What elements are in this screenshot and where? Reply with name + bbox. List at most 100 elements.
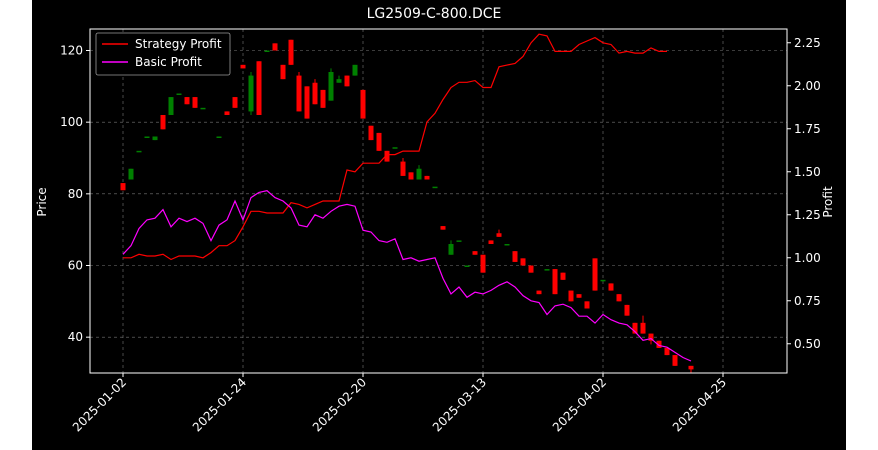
- candle-body: [416, 168, 422, 180]
- candle-body: [248, 75, 254, 112]
- candle-body: [304, 86, 310, 119]
- right-tick-label: 2.25: [794, 36, 821, 50]
- candle-body: [664, 347, 670, 356]
- candle-body: [168, 97, 174, 115]
- candle-body: [368, 125, 374, 141]
- legend-label-strategy: Strategy Profit: [135, 37, 222, 51]
- candle-body: [464, 265, 470, 267]
- candle-body: [520, 258, 526, 266]
- candle-body: [120, 183, 126, 191]
- left-axis-label: Price: [35, 187, 49, 216]
- candle-body: [224, 111, 230, 115]
- candle-body: [336, 79, 342, 83]
- candle-body: [232, 97, 238, 108]
- candle-body: [144, 136, 150, 138]
- left-tick-label: 100: [60, 115, 83, 129]
- x-tick-label: 2025-04-25: [670, 375, 729, 434]
- candle-body: [376, 132, 382, 151]
- candle-body: [576, 294, 582, 298]
- candle-body: [240, 64, 246, 69]
- candle-body: [456, 240, 462, 242]
- x-tick-label: 2025-01-02: [70, 375, 129, 434]
- candle-body: [648, 333, 654, 341]
- candle-body: [448, 244, 454, 255]
- right-tick-label: 0.50: [794, 337, 821, 351]
- candle-body: [152, 136, 158, 141]
- candle-body: [176, 93, 182, 95]
- candle-body: [392, 147, 398, 149]
- candle-body: [488, 240, 494, 244]
- right-tick-label: 0.75: [794, 294, 821, 308]
- candle-body: [424, 175, 430, 180]
- legend-label-basic: Basic Profit: [135, 55, 202, 69]
- plot-frame: [89, 28, 788, 374]
- candle-body: [128, 168, 134, 180]
- candle-body: [280, 64, 286, 80]
- candle-body: [352, 64, 358, 76]
- x-tick-label: 2025-04-02: [550, 375, 609, 434]
- candle-body: [688, 365, 694, 370]
- candle-body: [296, 75, 302, 112]
- candle-body: [568, 290, 574, 302]
- candle-body: [472, 251, 478, 255]
- candle-body: [544, 269, 550, 271]
- basic-profit-line: [122, 190, 692, 362]
- x-axis: 2025-01-02 2025-01-24 2025-02-20 2025-03-13…: [70, 373, 729, 434]
- candle-body: [272, 43, 278, 51]
- candle-body: [320, 89, 326, 108]
- candle-body: [528, 265, 534, 273]
- candle-body: [256, 61, 262, 115]
- strategy-profit-line: [123, 33, 667, 261]
- candle-body: [584, 301, 590, 309]
- candle-body: [160, 115, 166, 130]
- grid: [90, 29, 787, 373]
- chart-svg: LG2509-C-800.DCE 40 60 80 100 120 0.50 0.75 1.…: [35, 6, 835, 434]
- right-tick-label: 1.50: [794, 165, 821, 179]
- candle-body: [328, 72, 334, 101]
- left-tick-label: 40: [68, 330, 83, 344]
- candle-body: [592, 258, 598, 291]
- candle-body: [616, 294, 622, 302]
- candle-body: [656, 340, 662, 348]
- candle-body: [608, 283, 614, 291]
- candle-body: [408, 172, 414, 180]
- chart-figure: LG2509-C-800.DCE 40 60 80 100 120 0.50 0.75 1.…: [32, 0, 846, 450]
- candle-body: [200, 107, 206, 110]
- candle-body: [560, 272, 566, 280]
- right-tick-label: 2.00: [794, 79, 821, 93]
- legend: Strategy Profit Basic Profit: [95, 32, 231, 76]
- candle-body: [400, 161, 406, 176]
- candle-body: [480, 254, 486, 273]
- candle-body: [640, 322, 646, 334]
- candle-body: [672, 355, 678, 366]
- candle-body: [136, 150, 142, 153]
- candle-body: [264, 50, 270, 52]
- candle-body: [632, 322, 638, 334]
- candle-body: [432, 186, 438, 189]
- candle-body: [512, 251, 518, 262]
- candle-body: [600, 279, 606, 282]
- candle-body: [184, 97, 190, 105]
- right-axis-label: Profit: [821, 186, 835, 218]
- left-tick-label: 60: [68, 259, 83, 273]
- left-tick-label: 120: [60, 44, 83, 58]
- profit-lines: [122, 33, 692, 362]
- chart-title: LG2509-C-800.DCE: [367, 6, 502, 22]
- candle-body: [360, 89, 366, 119]
- left-tick-label: 80: [68, 187, 83, 201]
- candle-body: [504, 244, 510, 246]
- x-tick-label: 2025-03-13: [430, 375, 489, 434]
- x-tick-label: 2025-01-24: [190, 375, 249, 434]
- candle-body: [312, 82, 318, 105]
- right-axis: 0.50 0.75 1.00 1.25 1.50 1.75 2.00 2.25: [787, 36, 821, 351]
- candle-body: [496, 233, 502, 237]
- right-tick-label: 1.25: [794, 208, 821, 222]
- candle-body: [344, 75, 350, 87]
- right-tick-label: 1.00: [794, 251, 821, 265]
- candle-body: [288, 39, 294, 65]
- candle-body: [552, 269, 558, 295]
- candle-body: [384, 150, 390, 162]
- left-axis: 40 60 80 100 120: [60, 44, 90, 344]
- candle-body: [624, 304, 630, 316]
- candle-body: [440, 226, 446, 230]
